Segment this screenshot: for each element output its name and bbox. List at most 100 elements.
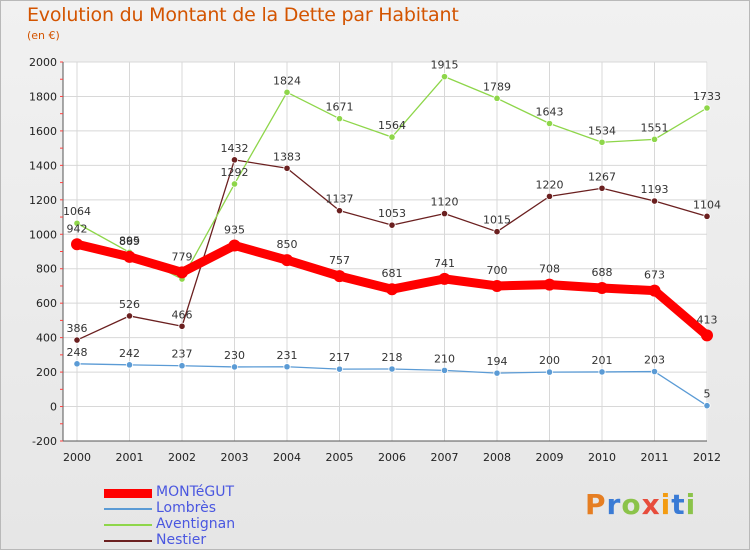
data-label-lombres: 218 [382, 351, 403, 364]
data-label-aventignan: 1643 [536, 106, 564, 119]
data-label-aventignan: 1671 [326, 101, 354, 114]
grid-layer [63, 61, 708, 442]
data-label-nestier: 1193 [641, 183, 669, 196]
data-point-nestier [335, 207, 344, 215]
y-tick-label: 1600 [29, 125, 57, 138]
data-point-nestier [283, 164, 291, 172]
x-tick-label: 2012 [693, 451, 721, 464]
series-layer [71, 73, 713, 410]
x-tick-label: 2009 [536, 451, 564, 464]
data-point-montegut [596, 282, 608, 295]
data-label-nestier: 1220 [536, 178, 564, 191]
data-label-lombres: 210 [434, 352, 455, 365]
data-label-aventignan: 1915 [431, 59, 459, 72]
logo-letter: i [685, 488, 697, 521]
x-tick-label: 2004 [273, 451, 301, 464]
data-label-lombres: 200 [539, 354, 560, 367]
x-tick-label: 2000 [63, 451, 91, 464]
x-tick-label: 2001 [116, 451, 144, 464]
legend-label-aventignan: Aventignan [156, 516, 236, 532]
logo-letter: o [621, 488, 642, 521]
data-label-aventignan: 1564 [378, 119, 406, 132]
data-point-aventignan [703, 104, 711, 112]
legend-swatch-lombres [104, 508, 152, 510]
y-tick-label: 0 [50, 401, 57, 414]
data-label-lombres: 201 [592, 354, 613, 367]
data-point-lombres [125, 361, 134, 369]
data-point-lombres [493, 369, 501, 377]
logo-letter: t [671, 488, 686, 521]
data-label-nestier: 386 [67, 322, 88, 335]
data-label-montegut: 869 [119, 235, 140, 248]
data-point-aventignan [598, 138, 606, 146]
data-label-lombres: 248 [67, 346, 88, 359]
data-point-aventignan [335, 115, 344, 123]
data-label-lombres: 231 [277, 349, 298, 362]
data-label-montegut: 700 [487, 264, 508, 277]
data-point-nestier [178, 322, 186, 330]
x-tick-label: 2002 [168, 451, 196, 464]
data-point-nestier [125, 312, 134, 320]
data-label-aventignan: 1534 [588, 124, 616, 137]
data-point-nestier [230, 156, 239, 164]
data-point-aventignan [545, 119, 554, 128]
data-label-lombres: 194 [487, 355, 508, 368]
data-point-lombres [178, 362, 186, 370]
data-label-montegut: 708 [539, 263, 560, 276]
data-point-lombres [73, 360, 81, 368]
proxiti-logo: Proxiti [585, 488, 696, 521]
data-label-nestier: 1015 [483, 214, 511, 227]
data-point-aventignan [493, 94, 501, 102]
data-point-lombres [283, 363, 291, 371]
data-point-aventignan [73, 219, 81, 227]
data-label-lombres: 237 [172, 348, 193, 361]
x-tick-label: 2003 [221, 451, 249, 464]
data-point-lombres [545, 368, 554, 376]
data-point-nestier [650, 197, 659, 205]
data-label-montegut: 413 [697, 313, 718, 326]
x-tick-label: 2006 [378, 451, 406, 464]
y-tick-label: 1200 [29, 194, 57, 207]
data-label-nestier: 1120 [431, 196, 459, 209]
x-tick-label: 2008 [483, 451, 511, 464]
y-tick-label: -200 [32, 435, 57, 448]
data-label-montegut: 757 [329, 254, 350, 267]
legend-swatch-aventignan [104, 524, 152, 526]
data-point-aventignan [230, 180, 239, 188]
label-layer: 386 526 466 1432 1383 1137 1053 1120 1015 1220 126… [63, 59, 721, 401]
data-point-aventignan [650, 135, 659, 143]
legend-label-lombres: Lombrès [156, 500, 216, 516]
data-point-montegut [648, 284, 661, 297]
data-point-nestier [545, 192, 554, 200]
data-label-montegut: 935 [224, 223, 245, 236]
data-point-montegut [438, 272, 451, 285]
y-tick-label: 1800 [29, 90, 57, 103]
data-point-lombres [230, 363, 239, 371]
x-tick-label: 2005 [326, 451, 354, 464]
data-point-montegut [543, 278, 556, 291]
data-point-montegut [228, 239, 241, 252]
data-point-montegut [701, 329, 713, 342]
data-label-nestier: 1432 [221, 142, 249, 155]
data-point-aventignan [388, 133, 396, 141]
data-point-montegut [333, 270, 346, 283]
data-point-lombres [598, 368, 606, 376]
chart-title: Evolution du Montant de la Dette par Hab… [27, 4, 459, 26]
data-label-aventignan: 1551 [641, 121, 669, 134]
data-label-aventignan: 1789 [483, 80, 511, 93]
legend-label-nestier: Nestier [156, 532, 207, 548]
data-point-aventignan [283, 88, 291, 96]
data-label-aventignan: 1733 [693, 90, 721, 103]
data-point-montegut [281, 254, 293, 267]
data-label-montegut: 942 [67, 222, 88, 235]
data-label-lombres: 230 [224, 349, 245, 362]
data-point-nestier [440, 210, 449, 218]
data-point-lombres [335, 365, 344, 373]
y-tick-label: 800 [36, 263, 57, 276]
data-label-montegut: 779 [172, 250, 193, 263]
data-point-montegut [71, 238, 83, 251]
legend-swatch-montegut [104, 489, 152, 498]
data-label-nestier: 466 [172, 308, 193, 321]
